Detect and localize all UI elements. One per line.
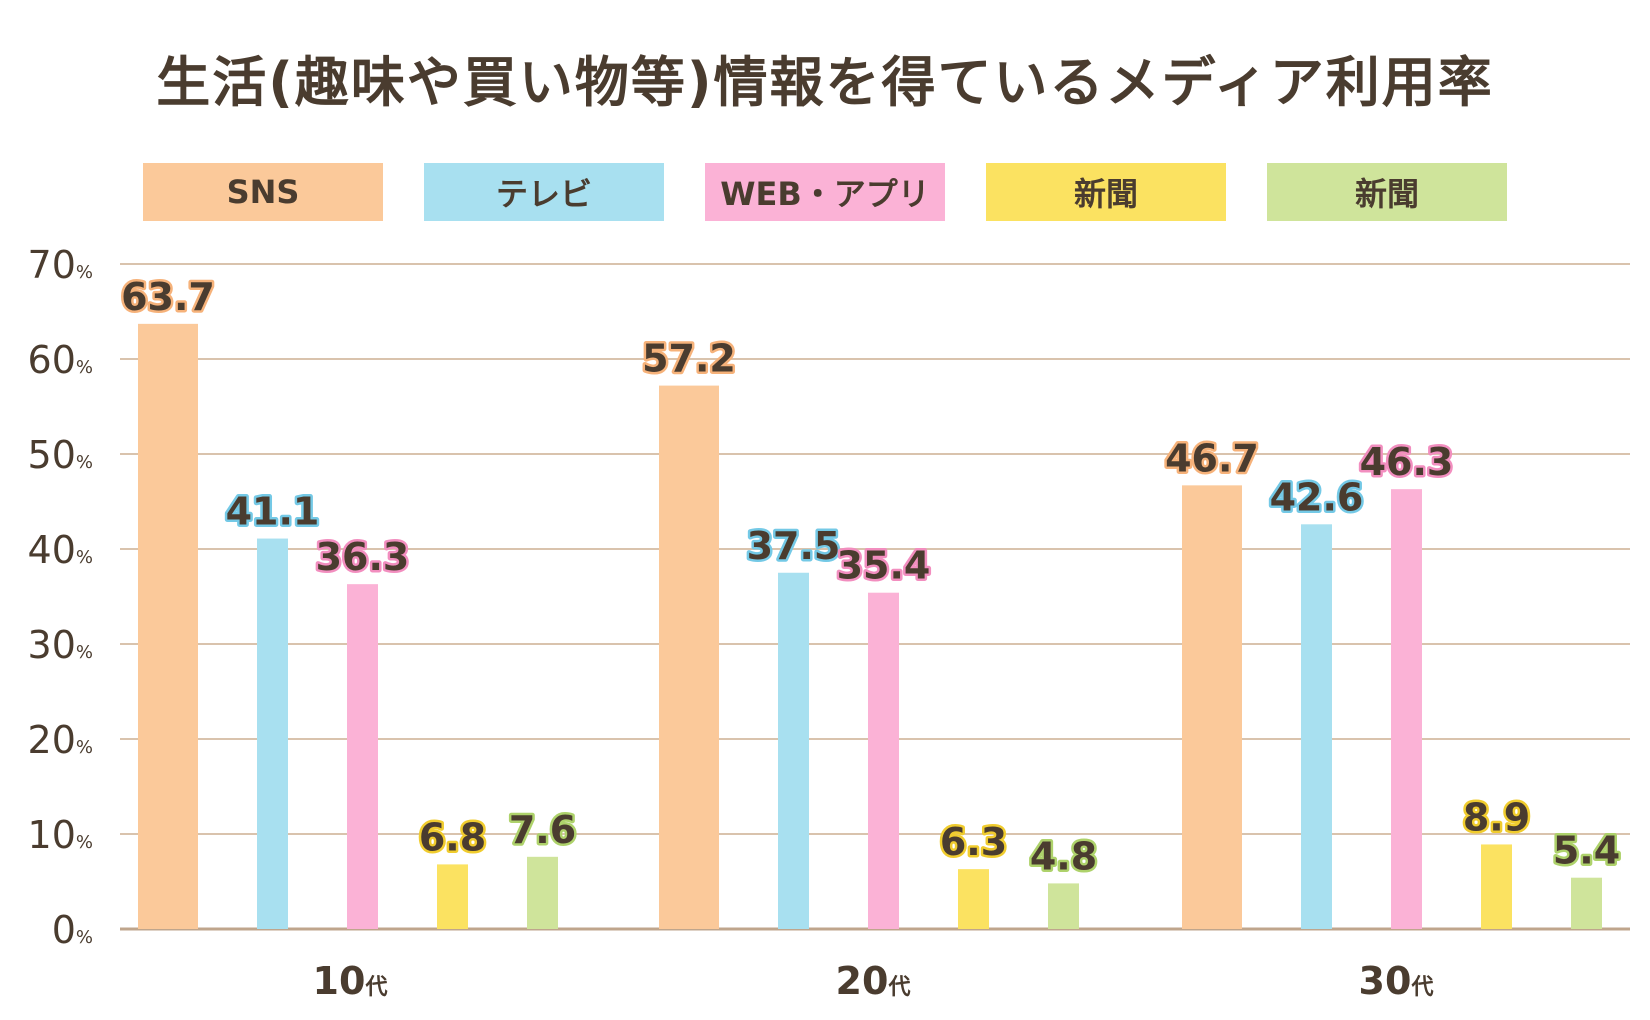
bar bbox=[659, 385, 719, 930]
data-label: 35.4 bbox=[837, 544, 931, 588]
y-tick-value: 20 bbox=[28, 718, 76, 762]
y-tick-unit: % bbox=[76, 927, 93, 948]
legend-item: WEB・アプリ bbox=[705, 163, 945, 221]
data-label: 57.2 bbox=[642, 337, 736, 381]
bar bbox=[958, 869, 989, 929]
y-tick-label: 20% bbox=[28, 718, 93, 762]
y-tick-unit: % bbox=[76, 737, 93, 758]
y-tick-value: 40 bbox=[28, 528, 76, 572]
legend-item: テレビ bbox=[424, 163, 664, 221]
y-tick-label: 50% bbox=[28, 433, 93, 477]
data-label: 7.6 bbox=[509, 808, 576, 852]
data-label: 63.7 bbox=[121, 275, 215, 319]
y-tick-unit: % bbox=[76, 262, 93, 283]
y-tick-label: 40% bbox=[28, 528, 93, 572]
legend: SNS テレビ WEB・アプリ 新聞 新聞 bbox=[0, 163, 1650, 223]
bar bbox=[1048, 883, 1079, 929]
x-tick-suffix: 代 bbox=[1410, 975, 1433, 1000]
data-label: 37.5 bbox=[747, 524, 841, 568]
y-tick-unit: % bbox=[76, 452, 93, 473]
bar bbox=[347, 584, 378, 929]
y-tick-unit: % bbox=[76, 832, 93, 853]
x-tick-number: 10 bbox=[313, 959, 366, 1003]
legend-item: 新聞 bbox=[986, 163, 1226, 221]
data-label: 42.6 bbox=[1270, 475, 1364, 519]
y-tick-value: 10 bbox=[28, 813, 76, 857]
data-label: 6.8 bbox=[419, 815, 486, 859]
data-label: 8.9 bbox=[1463, 795, 1530, 839]
y-tick-unit: % bbox=[76, 357, 93, 378]
bar bbox=[778, 572, 809, 929]
data-label: 36.3 bbox=[316, 535, 410, 579]
bar bbox=[1301, 524, 1332, 929]
x-tick-label: 30代 bbox=[1359, 959, 1434, 1003]
y-tick-label: 70% bbox=[28, 243, 93, 287]
y-tick-value: 30 bbox=[28, 623, 76, 667]
bar bbox=[868, 592, 899, 929]
bar bbox=[138, 323, 198, 930]
y-tick-label: 10% bbox=[28, 813, 93, 857]
bar bbox=[257, 538, 288, 929]
data-label: 41.1 bbox=[226, 490, 320, 534]
legend-item: 新聞 bbox=[1267, 163, 1507, 221]
x-tick-label: 10代 bbox=[313, 959, 388, 1003]
data-label: 6.3 bbox=[940, 820, 1007, 864]
bar bbox=[1571, 877, 1602, 929]
legend-item: SNS bbox=[143, 163, 383, 221]
data-label: 46.7 bbox=[1165, 436, 1259, 480]
x-tick-number: 20 bbox=[836, 959, 889, 1003]
y-tick-unit: % bbox=[76, 642, 93, 663]
bar bbox=[1481, 844, 1512, 929]
y-tick-value: 0 bbox=[52, 908, 76, 952]
x-tick-suffix: 代 bbox=[364, 975, 387, 1000]
bar bbox=[527, 856, 558, 929]
x-tick-label: 20代 bbox=[836, 959, 911, 1003]
data-label: 4.8 bbox=[1030, 834, 1097, 878]
y-tick-label: 30% bbox=[28, 623, 93, 667]
bar bbox=[437, 864, 468, 929]
data-label: 46.3 bbox=[1360, 440, 1454, 484]
y-tick-unit: % bbox=[76, 547, 93, 568]
y-tick-value: 70 bbox=[28, 243, 76, 287]
chart-title: 生活(趣味や買い物等)情報を得ているメディア利用率 bbox=[156, 51, 1494, 114]
data-label: 5.4 bbox=[1553, 829, 1620, 873]
bar bbox=[1182, 485, 1242, 929]
x-tick-suffix: 代 bbox=[887, 975, 910, 1000]
x-tick-number: 30 bbox=[1359, 959, 1412, 1003]
y-tick-label: 0% bbox=[52, 908, 93, 952]
y-tick-label: 60% bbox=[28, 338, 93, 382]
y-tick-value: 50 bbox=[28, 433, 76, 477]
y-tick-value: 60 bbox=[28, 338, 76, 382]
bar bbox=[1391, 489, 1422, 929]
